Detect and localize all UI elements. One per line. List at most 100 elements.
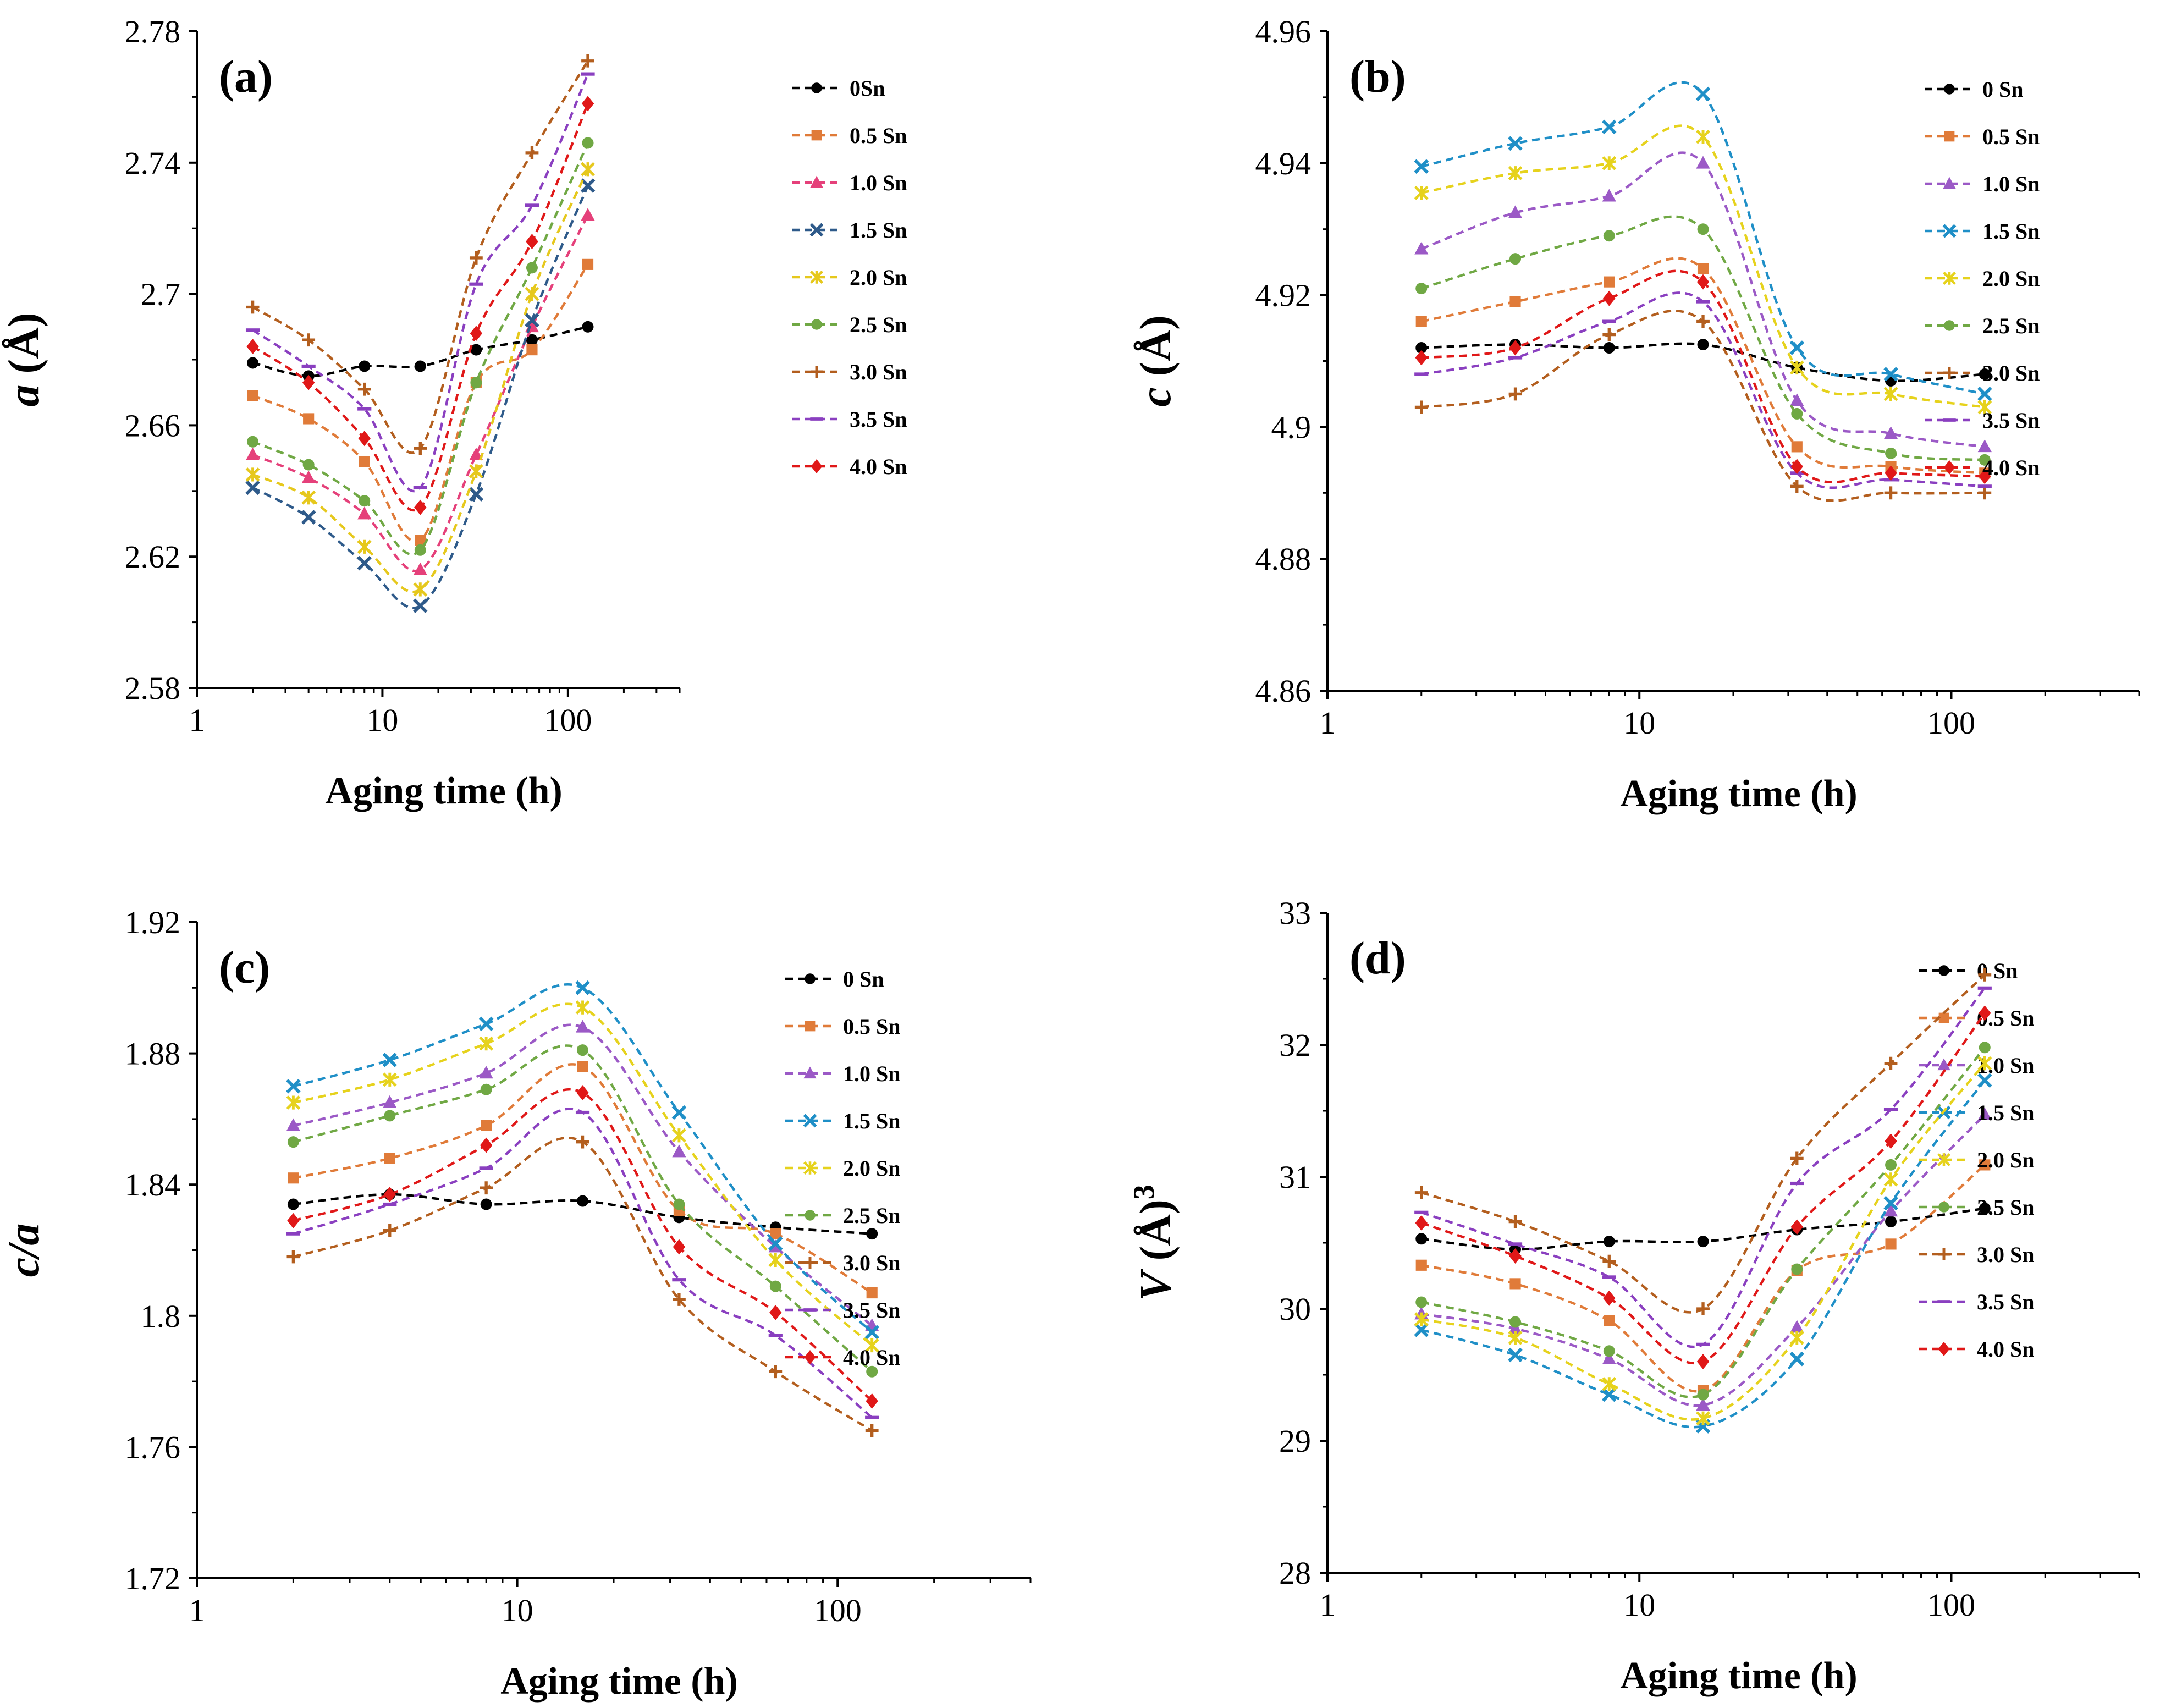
- marker-circle: [866, 1228, 878, 1240]
- y-tick-label: 4.96: [1255, 14, 1312, 49]
- marker-x: [301, 510, 316, 525]
- y-axis-label-unit: (Å): [1132, 315, 1180, 387]
- legend-label: 3.5 Sn: [1982, 408, 2040, 433]
- marker-square: [481, 1120, 492, 1131]
- marker-square: [770, 1228, 781, 1239]
- marker-star: [671, 1128, 686, 1143]
- marker-triangle: [1414, 241, 1429, 255]
- marker-plus: [1508, 387, 1522, 401]
- legend-item: 1.0 Sn: [785, 1061, 901, 1086]
- marker-star: [803, 1161, 817, 1175]
- marker-triangle: [810, 175, 823, 188]
- marker-triangle: [1977, 1107, 1992, 1120]
- marker-diamond: [1885, 1133, 1897, 1149]
- legend-label: 1.5 Sn: [1982, 219, 2040, 244]
- series-1_5Sn: [245, 178, 596, 614]
- marker-dash: [810, 417, 823, 421]
- y-tick-label: 4.9: [1271, 409, 1312, 445]
- marker-dash: [865, 1415, 879, 1419]
- series-0Sn: [1415, 339, 1991, 387]
- marker-circle: [805, 973, 816, 984]
- marker-diamond: [246, 339, 259, 355]
- marker-square: [1938, 1012, 1949, 1023]
- marker-plus: [525, 146, 539, 159]
- legend-item: 0 Sn: [1925, 77, 2024, 102]
- marker-diamond: [673, 1239, 686, 1255]
- marker-star: [1602, 156, 1617, 170]
- legend-label: 0.5 Sn: [843, 1014, 901, 1039]
- series-line: [1421, 124, 1985, 409]
- marker-dash: [1414, 1210, 1429, 1214]
- series-line: [252, 185, 589, 609]
- marker-star: [357, 539, 372, 554]
- marker-x: [1508, 1347, 1523, 1363]
- marker-triangle: [1602, 1351, 1616, 1364]
- legend-item: 3.0 Sn: [1919, 1242, 2035, 1267]
- legend-label: 2.0 Sn: [850, 265, 907, 290]
- legend-label: 1.0 Sn: [843, 1061, 901, 1086]
- series-3_0Sn: [286, 1135, 879, 1437]
- legend-item: 2.0 Sn: [1925, 266, 2040, 291]
- x-axis-label: Aging time (h): [1620, 773, 1858, 815]
- series-line: [252, 60, 589, 454]
- series-line: [252, 142, 589, 556]
- marker-triangle: [1937, 1058, 1950, 1071]
- marker-star: [1977, 1056, 1992, 1071]
- marker-diamond: [1509, 340, 1522, 356]
- marker-x: [864, 1325, 879, 1340]
- marker-circle: [866, 1365, 878, 1378]
- marker-x: [1789, 1351, 1805, 1367]
- marker-square: [1979, 1159, 1991, 1171]
- y-tick-label: 2.7: [141, 277, 181, 312]
- marker-circle: [1603, 230, 1615, 242]
- marker-plus: [480, 1181, 493, 1195]
- legend-item: 1.0 Sn: [1925, 172, 2040, 196]
- marker-x: [1942, 224, 1957, 238]
- series-0Sn: [1415, 1203, 1991, 1255]
- series-line: [252, 168, 589, 593]
- y-tick-label: 1.8: [141, 1298, 181, 1334]
- series-line: [293, 1002, 873, 1347]
- legend-label: 1.0 Sn: [1982, 172, 2040, 196]
- marker-plus: [1943, 366, 1956, 379]
- marker-circle: [769, 1280, 781, 1292]
- marker-circle: [287, 1136, 299, 1148]
- legend-label: 1.0 Sn: [850, 170, 907, 195]
- series-3_0Sn: [246, 54, 594, 455]
- marker-triangle: [1943, 177, 1956, 189]
- marker-diamond: [383, 1187, 396, 1203]
- legend-item: 2.5 Sn: [785, 1203, 901, 1228]
- marker-star: [809, 270, 824, 284]
- marker-circle: [1979, 454, 1991, 466]
- y-axis-label-main: c: [1132, 387, 1180, 407]
- marker-diamond: [358, 431, 371, 447]
- marker-circle: [1603, 1345, 1615, 1357]
- marker-x: [580, 178, 596, 193]
- marker-plus: [1696, 315, 1710, 328]
- marker-x: [1601, 119, 1617, 135]
- x-tick-label: 10: [1623, 1587, 1655, 1623]
- marker-diamond: [811, 459, 823, 473]
- marker-circle: [302, 459, 315, 471]
- marker-square: [1604, 276, 1615, 288]
- marker-circle: [1979, 1042, 1991, 1054]
- marker-x: [809, 223, 824, 237]
- series-1_5Sn: [1414, 81, 1992, 401]
- marker-star: [768, 1253, 783, 1268]
- marker-triangle: [383, 1095, 397, 1108]
- legend-label: 0 Sn: [1977, 958, 2018, 983]
- legend-label: 4.0 Sn: [1982, 455, 2040, 480]
- marker-diamond: [1938, 1342, 1950, 1356]
- legend-item: 0Sn: [792, 76, 885, 101]
- legend-item: 2.0 Sn: [1919, 1148, 2035, 1172]
- legend-item: 2.5 Sn: [1925, 313, 2040, 338]
- marker-circle: [811, 319, 822, 330]
- marker-square: [526, 344, 538, 356]
- marker-square: [1885, 1238, 1897, 1250]
- marker-triangle: [575, 1020, 590, 1033]
- marker-diamond: [1790, 459, 1803, 475]
- marker-circle: [1885, 1216, 1897, 1228]
- marker-star: [1937, 1153, 1951, 1167]
- y-tick-label: 2.62: [125, 539, 181, 575]
- legend-item: 2.0 Sn: [785, 1156, 901, 1181]
